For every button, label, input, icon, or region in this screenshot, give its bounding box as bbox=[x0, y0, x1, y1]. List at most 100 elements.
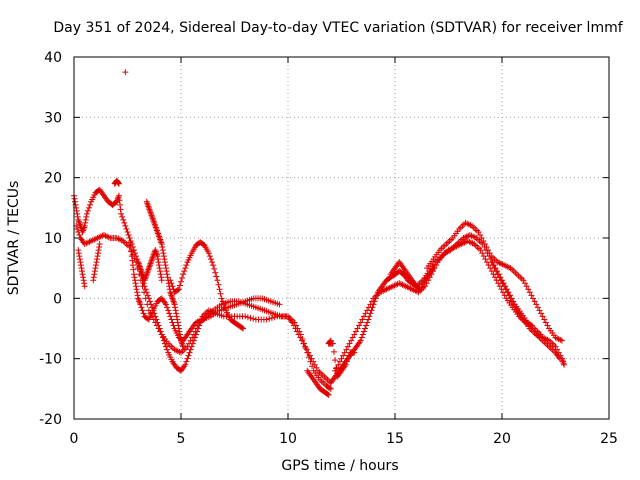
data-point bbox=[342, 361, 349, 368]
data-point bbox=[77, 262, 84, 269]
data-point bbox=[168, 316, 175, 323]
data-point bbox=[499, 280, 506, 287]
data-point bbox=[152, 319, 159, 326]
data-point bbox=[367, 301, 374, 308]
data-point bbox=[160, 337, 167, 344]
data-point bbox=[128, 253, 135, 260]
data-point bbox=[206, 253, 213, 260]
data-point bbox=[505, 292, 512, 299]
series-G bbox=[327, 238, 535, 386]
y-tick-label: -10 bbox=[39, 352, 62, 368]
data-point bbox=[509, 298, 516, 305]
data-point bbox=[504, 289, 511, 296]
data-point bbox=[360, 328, 367, 335]
data-point bbox=[538, 310, 545, 317]
data-point bbox=[536, 307, 543, 314]
data-point bbox=[117, 201, 124, 208]
data-point bbox=[358, 334, 365, 341]
data-point bbox=[75, 228, 82, 235]
data-point bbox=[130, 271, 137, 278]
data-point bbox=[131, 277, 138, 284]
data-point bbox=[169, 283, 176, 290]
series-Q bbox=[526, 325, 563, 362]
series-C bbox=[126, 235, 283, 344]
data-point bbox=[90, 277, 97, 284]
data-point bbox=[164, 274, 171, 281]
data-point bbox=[242, 313, 249, 320]
data-point bbox=[176, 282, 183, 289]
data-point bbox=[502, 286, 509, 293]
data-point bbox=[190, 331, 197, 338]
data-point bbox=[164, 304, 171, 311]
data-point bbox=[158, 277, 165, 284]
data-point bbox=[91, 271, 98, 278]
data-point bbox=[95, 250, 102, 257]
data-point bbox=[351, 331, 358, 338]
data-point bbox=[300, 340, 307, 347]
data-point bbox=[175, 325, 182, 332]
data-point bbox=[525, 286, 532, 293]
data-point bbox=[95, 247, 102, 254]
data-point bbox=[368, 298, 375, 305]
series-N bbox=[75, 247, 88, 290]
data-point bbox=[507, 295, 514, 302]
tick-labels: 0 5 10 15 20 25 -20 -10 0 10 20 30 40 bbox=[39, 50, 618, 447]
data-point bbox=[485, 247, 492, 254]
y-tick-label: 10 bbox=[44, 231, 62, 247]
x-tick-label: 5 bbox=[177, 431, 186, 447]
data-point bbox=[133, 286, 140, 293]
data-point bbox=[295, 331, 302, 338]
data-point bbox=[542, 319, 549, 326]
data-point bbox=[217, 290, 224, 297]
data-point bbox=[153, 322, 160, 329]
data-point bbox=[76, 253, 83, 260]
data-point bbox=[345, 352, 352, 359]
data-point bbox=[120, 216, 127, 223]
data-point bbox=[76, 256, 83, 263]
data-point bbox=[522, 280, 529, 287]
data-point bbox=[533, 301, 540, 308]
data-point bbox=[187, 337, 194, 344]
data-point bbox=[559, 358, 566, 365]
data-point bbox=[130, 266, 137, 273]
data-point bbox=[154, 256, 161, 263]
data-point bbox=[343, 346, 350, 353]
data-point bbox=[74, 213, 81, 220]
data-point bbox=[218, 295, 225, 302]
data-point bbox=[365, 304, 372, 311]
data-point bbox=[205, 250, 212, 257]
data-point bbox=[129, 262, 136, 269]
data-point bbox=[133, 283, 140, 290]
data-point bbox=[488, 259, 495, 266]
data-point bbox=[172, 307, 179, 314]
data-point bbox=[74, 225, 81, 232]
data-point bbox=[340, 352, 347, 359]
data-point bbox=[167, 277, 174, 284]
data-points bbox=[71, 69, 568, 398]
data-point bbox=[250, 315, 257, 322]
x-axis-label: GPS time / hours bbox=[281, 458, 398, 474]
data-point bbox=[72, 198, 79, 205]
data-point bbox=[544, 322, 551, 329]
data-point bbox=[187, 346, 194, 353]
x-tick-label: 15 bbox=[386, 431, 404, 447]
data-point bbox=[155, 325, 162, 332]
data-point bbox=[171, 301, 178, 308]
data-point bbox=[144, 301, 151, 308]
data-point bbox=[167, 313, 174, 320]
data-point bbox=[362, 310, 369, 317]
data-point bbox=[332, 357, 339, 364]
data-point bbox=[174, 287, 181, 294]
data-point bbox=[162, 262, 169, 269]
data-point bbox=[305, 349, 312, 356]
data-point bbox=[83, 210, 90, 217]
data-point bbox=[134, 292, 141, 299]
data-point bbox=[71, 195, 78, 202]
data-point bbox=[365, 316, 372, 323]
data-point bbox=[92, 262, 99, 269]
data-point bbox=[247, 314, 254, 321]
data-point bbox=[483, 244, 490, 251]
data-point bbox=[174, 319, 181, 326]
data-point bbox=[157, 268, 164, 275]
